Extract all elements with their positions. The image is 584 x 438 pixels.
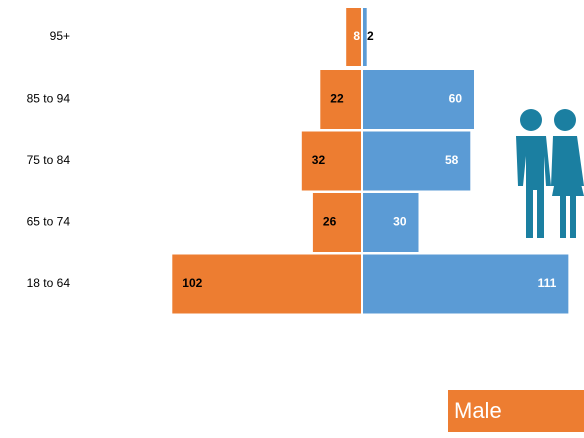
legend-label: Male [454, 398, 502, 423]
value-label: 2 [367, 29, 374, 43]
category-label: 95+ [50, 29, 70, 43]
category-label: 75 to 84 [27, 153, 71, 167]
bar [346, 8, 361, 66]
value-label: 102 [182, 276, 202, 290]
category-label: 85 to 94 [27, 92, 71, 106]
bar [363, 131, 471, 191]
category-label: 18 to 64 [27, 276, 71, 290]
bar [301, 131, 361, 191]
bar [363, 193, 419, 252]
bar [363, 70, 474, 129]
value-label: 60 [449, 92, 463, 106]
value-label: 32 [312, 153, 326, 167]
category-label: 65 to 74 [27, 215, 71, 229]
bar [312, 193, 361, 252]
legend-swatch [448, 390, 584, 432]
value-label: 22 [330, 92, 344, 106]
value-label: 58 [445, 153, 459, 167]
value-label: 26 [323, 215, 337, 229]
value-label: 111 [538, 276, 557, 290]
people-icon [516, 109, 584, 238]
value-label: 8 [353, 29, 360, 43]
bar [172, 254, 361, 314]
bar [320, 70, 361, 129]
bar [363, 254, 569, 314]
value-label: 30 [393, 215, 407, 229]
bar [363, 8, 367, 66]
